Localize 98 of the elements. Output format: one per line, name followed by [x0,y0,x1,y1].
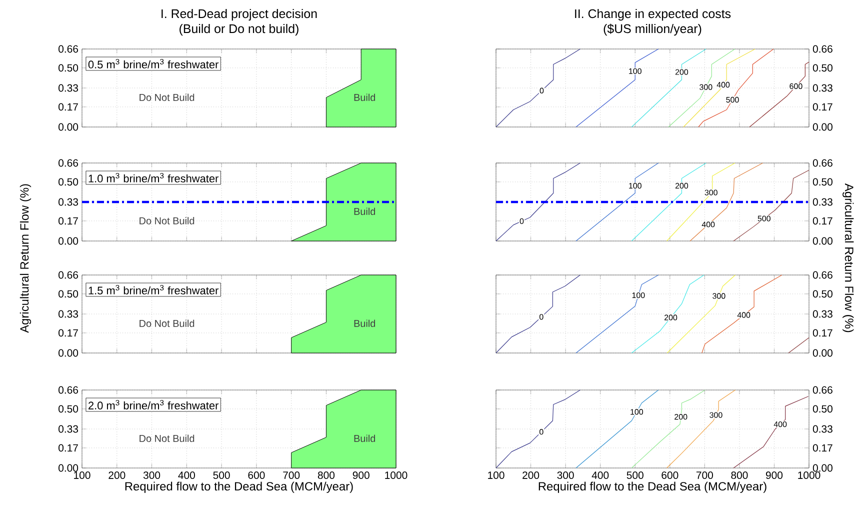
y-tick-label: 0.00 [812,237,832,245]
y-axis-title: Agricultural Return Flow (%) [20,184,32,333]
annotation: Build [354,94,376,102]
x-tick-label: 700 [283,472,300,479]
x-tick-label: 200 [108,472,126,479]
y-tick-label: 0.66 [812,271,832,279]
y-tick-label: 0.17 [812,217,832,225]
x-axis-title: Required flow to the Dead Sea (MCM/year) [125,482,353,493]
y-tick-label: 0.00 [812,349,832,357]
x-tick-label: 500 [213,472,230,479]
x-tick-label: 900 [352,472,370,479]
line-series [666,274,736,354]
x-tick-label: 600 [662,472,678,479]
annotation: Do Not Build [140,434,194,442]
y-tick-label: 0.33 [812,425,832,433]
x-tick-label: 500 [626,472,644,479]
chart-title: I. Red-Dead project decision [162,8,317,21]
line-series [496,274,580,354]
annotation: 1.5 m$^{3}$ brine/m$^{3}$ freshwater [88,284,219,294]
line-series [749,62,810,128]
y-tick-label: 0.66 [58,386,78,394]
line-series [576,390,659,468]
y-tick-label: 0.50 [812,178,832,186]
x-tick-label: 100 [488,472,504,479]
chart-title: II. Change in expected costs [575,8,731,21]
x-tick-label: 300 [143,472,160,479]
y-tick-label: 0.66 [812,386,832,394]
y-axis-title: Agricultural Return Flow (%) [842,183,854,332]
x-tick-label: 900 [766,472,783,479]
chart-subtitle: ($US million/year) [604,24,702,36]
y-tick-label: 0.17 [812,329,832,337]
line-series [733,170,810,242]
y-tick-label: 0.00 [812,464,832,472]
y-tick-label: 0.17 [58,103,78,111]
y-tick-label: 0.50 [812,405,832,413]
y-tick-label: 0.50 [812,64,832,72]
annotation: Build [354,434,376,442]
y-tick-label: 0.33 [812,84,832,92]
line-series [576,162,659,242]
y-tick-label: 0.50 [58,178,78,186]
annotation: 1.0 m$^{3}$ brine/m$^{3}$ freshwater [88,172,219,182]
x-tick-label: 700 [696,472,713,479]
y-tick-label: 0.17 [58,329,78,337]
y-tick-label: 0.33 [58,425,78,433]
annotation: Do Not Build [140,320,194,328]
line-series [576,48,659,128]
y-tick-label: 0.17 [58,444,78,452]
y-tick-label: 0.66 [58,45,78,53]
x-tick-label: 1000 [385,472,408,479]
annotation: 0.5 m$^{3}$ brine/m$^{3}$ freshwater [88,58,219,68]
line-series [576,274,659,354]
y-tick-label: 0.17 [812,103,832,111]
x-tick-label: 800 [318,472,335,479]
y-tick-label: 0.50 [58,290,78,298]
x-tick-label: 400 [592,472,609,479]
x-tick-label: 1000 [798,472,820,479]
line-series [496,390,580,468]
y-tick-label: 0.50 [58,64,78,72]
y-tick-label: 0.33 [812,310,832,318]
y-tick-label: 0.66 [812,159,832,167]
y-tick-label: 0.50 [812,290,832,298]
chart-subtitle: (Build or Do not build) [180,24,298,36]
x-axis-title: Required flow to the Dead Sea (MCM/year) [538,482,766,493]
line-series [698,48,774,128]
annotation: Build [354,208,376,216]
y-tick-label: 0.66 [58,271,78,279]
x-tick-label: 600 [248,472,265,479]
y-tick-label: 0.33 [58,84,78,92]
x-tick-label: 400 [178,472,195,479]
annotation: Build [354,320,376,328]
line-series [666,390,736,468]
line-series [702,274,782,354]
y-tick-label: 0.33 [812,198,832,206]
y-tick-label: 0.00 [58,349,78,357]
y-tick-label: 0.33 [58,198,78,206]
line-series [631,390,706,468]
x-tick-label: 800 [731,472,748,479]
x-tick-label: 100 [74,472,90,479]
line-series [666,162,736,242]
annotation: 2.0 m$^{3}$ brine/m$^{3}$ freshwater [88,400,219,410]
y-tick-label: 0.33 [58,310,78,318]
y-tick-label: 0.00 [58,464,78,472]
annotation: Do Not Build [140,94,194,102]
y-tick-label: 0.00 [58,237,78,245]
y-tick-label: 0.00 [812,123,832,131]
line-series [496,162,580,242]
y-tick-label: 0.50 [58,405,78,413]
annotation: Do Not Build [140,217,194,224]
y-tick-label: 0.00 [58,123,78,131]
x-tick-label: 200 [522,472,540,479]
line-series [631,274,704,354]
line-series [496,48,580,128]
x-tick-label: 300 [557,472,574,479]
y-tick-label: 0.66 [812,45,832,53]
y-tick-label: 0.66 [58,159,78,167]
line-series [733,396,809,468]
y-tick-label: 0.17 [812,444,832,452]
y-tick-label: 0.17 [58,217,78,225]
